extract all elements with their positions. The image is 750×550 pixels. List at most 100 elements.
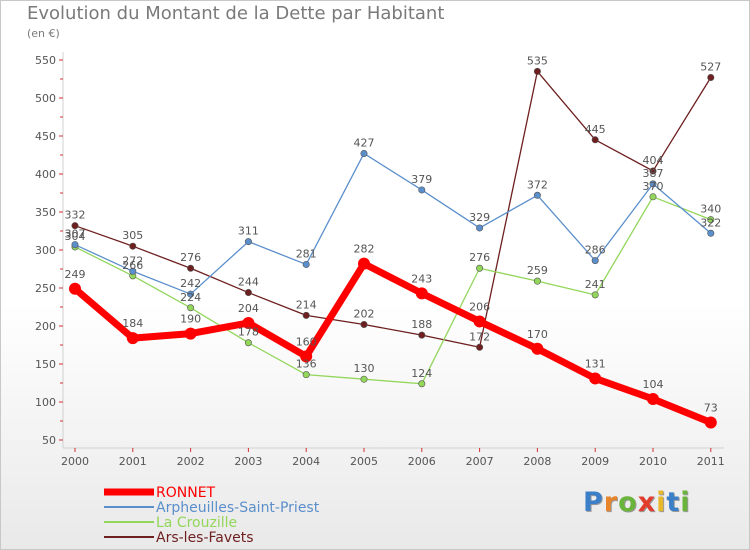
series-line-arpheuilles-saint-priest xyxy=(74,152,712,295)
data-label-la-crouzille: 304 xyxy=(65,230,86,243)
x-tick-label: 2004 xyxy=(292,455,320,468)
data-label-la-crouzille: 241 xyxy=(585,278,606,291)
data-point-la-crouzille xyxy=(187,304,195,312)
data-label-ronnet: 190 xyxy=(180,313,201,326)
data-point-arpheuilles-saint-priest xyxy=(187,290,195,298)
data-point-ars-les-favets xyxy=(360,320,368,328)
data-label-ars-les-favets: 244 xyxy=(238,276,259,289)
data-point-ronnet xyxy=(589,372,602,385)
data-label-arpheuilles-saint-priest: 379 xyxy=(411,173,432,186)
data-label-ars-les-favets: 202 xyxy=(354,307,375,320)
chart-title: Evolution du Montant de la Dette par Hab… xyxy=(27,3,445,24)
x-tick-label: 2009 xyxy=(581,455,609,468)
x-tick-label: 2007 xyxy=(466,455,494,468)
data-label-la-crouzille: 224 xyxy=(180,291,201,304)
logo-letter: x xyxy=(637,487,657,518)
legend-label-ars-les-favets: Ars-les-Favets xyxy=(156,530,254,546)
y-tick-label: 100 xyxy=(35,396,56,409)
data-point-arpheuilles-saint-priest xyxy=(129,267,137,275)
x-tick-label: 2003 xyxy=(234,455,262,468)
data-point-ronnet xyxy=(69,282,81,295)
data-label-ronnet: 131 xyxy=(585,357,606,370)
data-label-ars-les-favets: 404 xyxy=(643,154,664,167)
data-point-ronnet xyxy=(358,257,370,270)
data-label-ars-les-favets: 172 xyxy=(469,330,490,343)
y-tick-label: 550 xyxy=(35,54,56,67)
data-label-arpheuilles-saint-priest: 387 xyxy=(643,167,664,180)
data-point-arpheuilles-saint-priest xyxy=(418,186,426,194)
x-tick-label: 2011 xyxy=(697,455,725,468)
x-tick-label: 2010 xyxy=(639,455,667,468)
data-label-arpheuilles-saint-priest: 329 xyxy=(469,211,490,224)
data-point-arpheuilles-saint-priest xyxy=(476,224,484,232)
logo-letter: P xyxy=(583,487,604,518)
data-point-la-crouzille xyxy=(649,193,657,201)
data-point-ars-les-favets xyxy=(187,264,195,272)
x-tick-label: 2008 xyxy=(523,455,551,468)
data-label-ronnet: 104 xyxy=(643,378,664,391)
data-point-ronnet xyxy=(126,332,139,345)
data-label-ars-les-favets: 276 xyxy=(180,251,201,264)
data-label-la-crouzille: 178 xyxy=(238,326,259,339)
data-label-ronnet: 160 xyxy=(296,335,317,348)
logo-letter: i xyxy=(680,487,691,518)
data-point-arpheuilles-saint-priest xyxy=(302,260,310,268)
data-label-la-crouzille: 259 xyxy=(527,264,548,277)
series-line-ronnet xyxy=(71,260,715,427)
data-point-ars-les-favets xyxy=(476,343,484,351)
data-point-arpheuilles-saint-priest xyxy=(244,238,252,246)
data-point-ars-les-favets xyxy=(707,73,715,81)
data-point-ronnet xyxy=(184,327,197,340)
data-point-ronnet xyxy=(647,392,659,405)
data-point-la-crouzille xyxy=(360,375,368,383)
data-label-ars-les-favets: 188 xyxy=(411,318,432,331)
y-tick-label: 450 xyxy=(35,130,56,143)
data-label-arpheuilles-saint-priest: 372 xyxy=(527,178,548,191)
data-point-ars-les-favets xyxy=(533,67,541,75)
data-point-ars-les-favets xyxy=(591,136,599,144)
data-point-arpheuilles-saint-priest xyxy=(707,229,715,237)
data-point-la-crouzille xyxy=(418,380,426,388)
y-tick-label: 250 xyxy=(35,282,56,295)
data-label-ronnet: 170 xyxy=(527,328,548,341)
data-label-ronnet: 204 xyxy=(238,302,259,315)
y-tick-label: 300 xyxy=(35,244,56,257)
data-label-ars-les-favets: 305 xyxy=(122,229,143,242)
data-label-la-crouzille: 266 xyxy=(122,259,143,272)
series-line-la-crouzille xyxy=(74,196,712,385)
data-label-arpheuilles-saint-priest: 281 xyxy=(296,247,317,260)
data-label-arpheuilles-saint-priest: 322 xyxy=(700,216,721,229)
data-point-la-crouzille xyxy=(476,264,484,272)
data-label-ars-les-favets: 332 xyxy=(65,209,86,222)
x-tick-label: 2001 xyxy=(119,455,147,468)
y-tick-label: 50 xyxy=(42,434,56,447)
data-point-arpheuilles-saint-priest xyxy=(360,149,368,157)
data-label-ronnet: 206 xyxy=(469,300,490,313)
data-label-la-crouzille: 124 xyxy=(411,367,432,380)
chart-subtitle: (en €) xyxy=(27,27,60,40)
logo-letter: i xyxy=(656,487,667,518)
data-label-arpheuilles-saint-priest: 311 xyxy=(238,225,259,238)
y-tick-label: 500 xyxy=(35,92,56,105)
logo-letter: r xyxy=(603,487,619,518)
series-line-ars-les-favets xyxy=(74,70,712,348)
y-tick-label: 200 xyxy=(35,320,56,333)
data-label-arpheuilles-saint-priest: 286 xyxy=(585,244,606,257)
data-label-la-crouzille: 130 xyxy=(354,362,375,375)
data-point-ars-les-favets xyxy=(302,311,310,319)
data-label-ars-les-favets: 527 xyxy=(700,60,721,73)
data-label-ars-les-favets: 535 xyxy=(527,54,548,67)
legend-label-la-crouzille: La Crouzille xyxy=(156,515,237,531)
data-point-ronnet xyxy=(531,342,544,355)
data-point-ronnet xyxy=(242,316,255,329)
data-label-ronnet: 282 xyxy=(354,243,375,256)
data-point-ronnet xyxy=(704,416,717,429)
logo-letter: t xyxy=(666,487,681,518)
x-tick-label: 2005 xyxy=(350,455,378,468)
data-point-arpheuilles-saint-priest xyxy=(71,241,79,249)
x-tick-label: 2006 xyxy=(408,455,436,468)
data-point-la-crouzille xyxy=(591,291,599,299)
chart-axes: 50 100 150 200 250 300 350 400 450 500 550 2000 2001… xyxy=(35,52,725,468)
